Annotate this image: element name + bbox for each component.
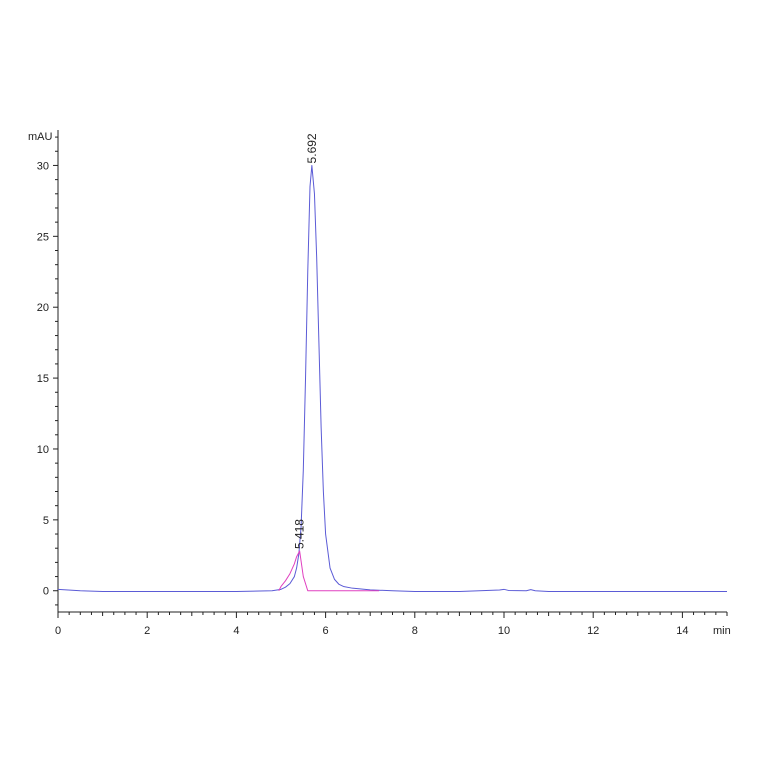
peak-labels: 5.692 5.418: [293, 133, 319, 549]
peak-label: 5.692: [305, 133, 319, 163]
peak-label: 5.418: [293, 519, 307, 549]
y-tick-label: 30: [37, 160, 49, 172]
series-line-1: [57, 164, 727, 592]
y-tick-label: 25: [37, 231, 49, 243]
x-tick-label: 6: [323, 625, 329, 637]
x-axis-unit: min: [713, 625, 731, 637]
y-tick-label: 20: [37, 302, 49, 314]
x-tick-label: 2: [144, 625, 150, 637]
axes: 0 5 10 15 20 25 30 0 2 4 6 8 10 12 14: [37, 130, 728, 637]
x-tick-label: 0: [55, 625, 61, 637]
x-tick-label: 4: [233, 625, 239, 637]
y-axis-unit: mAU: [28, 131, 53, 143]
y-tick-label: 0: [43, 586, 49, 598]
series-line-2: [278, 550, 380, 592]
x-tick-label: 8: [412, 625, 418, 637]
x-tick-label: 12: [587, 625, 599, 637]
y-tick-label: 15: [37, 373, 49, 385]
x-tick-label: 14: [676, 625, 688, 637]
y-tick-label: 5: [43, 515, 49, 527]
y-tick-label: 10: [37, 444, 49, 456]
x-tick-label: 10: [498, 625, 510, 637]
series-group: [57, 164, 727, 592]
